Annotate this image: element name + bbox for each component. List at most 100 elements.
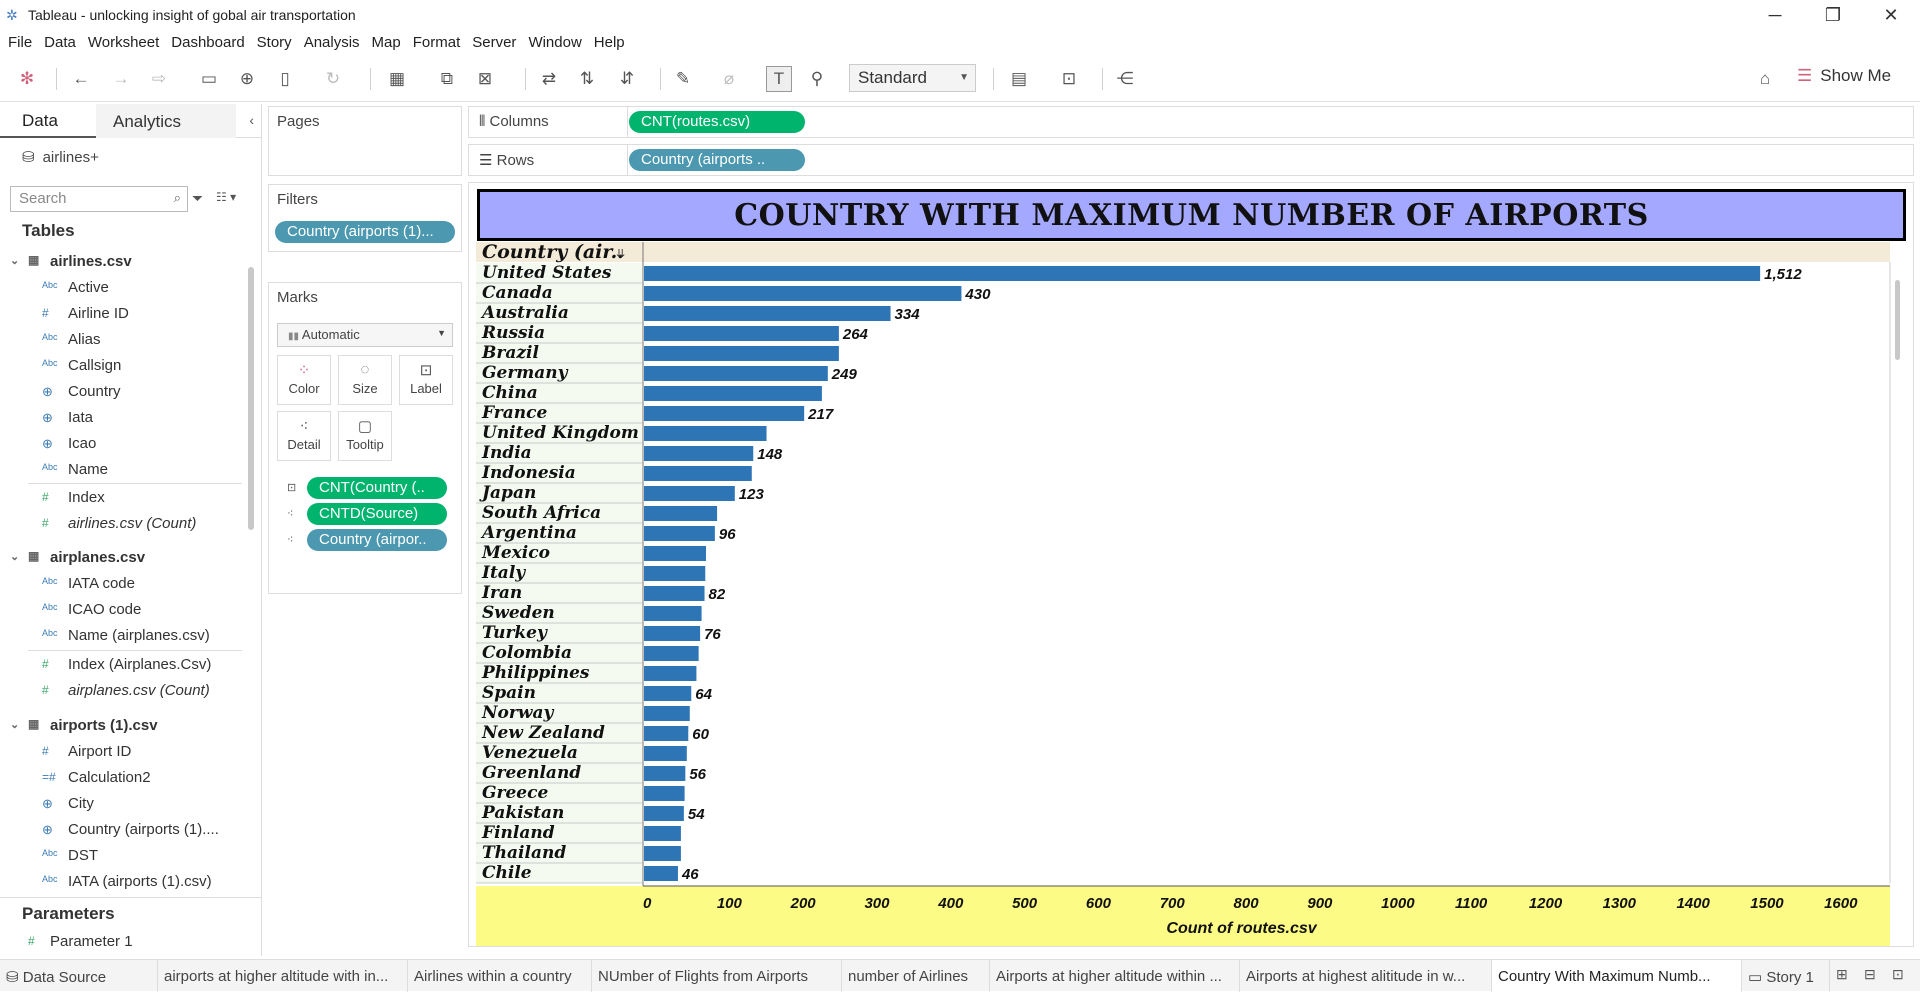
parameter-item[interactable]: # Parameter 1	[28, 933, 133, 950]
detail-button[interactable]: ⁖ Detail	[277, 411, 331, 461]
field-item[interactable]: Abc Active	[42, 279, 109, 296]
show-mark-labels-icon[interactable]: T	[766, 66, 792, 92]
redo-icon[interactable]: →	[112, 69, 130, 88]
field-item[interactable]: Abc Name	[42, 461, 109, 478]
color-button[interactable]: ⁘ Color	[277, 355, 331, 405]
filter-pill[interactable]: Country (airports (1)...	[275, 221, 455, 243]
pause-updates-icon[interactable]: ▯	[280, 69, 290, 88]
field-item[interactable]: Abc ICAO code	[42, 601, 142, 618]
tab-sheet[interactable]: Airports at highest alititude in w...	[1240, 960, 1492, 992]
field-item[interactable]: # Airline ID	[42, 305, 129, 322]
presentation-mode-icon[interactable]: ⊡	[1061, 69, 1077, 88]
highlight-icon[interactable]: ✎	[675, 69, 691, 88]
table-airplanes[interactable]: ⌄ ▦ airplanes.csv	[10, 549, 146, 566]
show-cards-icon[interactable]: ▤	[1010, 69, 1028, 88]
mark-pill-detail[interactable]: CNTD(Source)	[307, 503, 447, 525]
tooltip-button[interactable]: ▢ Tooltip	[338, 411, 392, 461]
tab-sheet[interactable]: number of Airlines	[842, 960, 990, 992]
field-item[interactable]: Abc DST	[42, 847, 98, 864]
replay-icon[interactable]: ⇨	[151, 69, 167, 88]
close-button[interactable]: ✕	[1883, 4, 1899, 25]
mark-pill-label[interactable]: CNT(Country (..	[307, 477, 447, 499]
save-icon[interactable]: ▭	[200, 69, 218, 88]
tab-sheet[interactable]: airports at higher altitude with in...	[158, 960, 408, 992]
undo-icon[interactable]: ←	[72, 69, 90, 88]
mark-type-select[interactable]: ▮▮ Automatic ▼	[277, 323, 453, 347]
menu-help[interactable]: Help	[593, 33, 625, 51]
menu-file[interactable]: File	[8, 33, 33, 51]
tableau-home-icon[interactable]: ✻	[19, 69, 35, 88]
tab-sheet[interactable]: Airports at higher altitude within ...	[990, 960, 1240, 992]
menu-dashboard[interactable]: Dashboard	[171, 33, 245, 51]
new-story-icon[interactable]: ⊡	[1892, 966, 1904, 982]
field-item[interactable]: # airlines.csv (Count)	[42, 515, 197, 532]
filters-card[interactable]: Filters Country (airports (1)...	[268, 184, 462, 252]
field-item[interactable]: ⊕ Iata	[42, 409, 94, 426]
field-item[interactable]: Abc IATA (airports (1).csv)	[42, 873, 212, 890]
field-item[interactable]: ⊕ City	[42, 795, 94, 812]
viz-scrollbar[interactable]	[1895, 280, 1900, 360]
menu-data[interactable]: Data	[44, 33, 76, 51]
share-icon[interactable]: ⋲	[1116, 69, 1134, 88]
menu-analysis[interactable]: Analysis	[303, 33, 360, 51]
menu-server[interactable]: Server	[472, 33, 517, 51]
tab-sheet[interactable]: Airlines within a country	[408, 960, 592, 992]
field-item[interactable]: ⊕ Country	[42, 383, 121, 400]
field-item[interactable]: # airplanes.csv (Count)	[42, 682, 210, 699]
menu-map[interactable]: Map	[371, 33, 401, 51]
fix-axes-icon[interactable]: ⚲	[810, 69, 824, 88]
format-painter-icon[interactable]: ⌂	[1759, 69, 1771, 88]
new-dashboard-icon[interactable]: ⊟	[1864, 966, 1876, 982]
field-item[interactable]: # Index	[42, 489, 105, 506]
menu-story[interactable]: Story	[256, 33, 292, 51]
size-button[interactable]: ◌ Size	[338, 355, 392, 405]
swap-rows-columns-icon[interactable]: ⇄	[541, 69, 557, 88]
restore-button[interactable]: ❐	[1824, 4, 1842, 25]
tab-analytics[interactable]: Analytics	[96, 104, 236, 138]
tab-sheet[interactable]: NUmber of Flights from Airports	[592, 960, 842, 992]
label-button[interactable]: ⊡ Label	[399, 355, 453, 405]
tab-sheet-active[interactable]: Country With Maximum Numb...	[1492, 960, 1742, 992]
datasource-item[interactable]: ⛁ airlines+	[22, 148, 99, 167]
table-airlines[interactable]: ⌄ ▦ airlines.csv	[10, 253, 132, 270]
field-item[interactable]: ⊕ Country (airports (1)....	[42, 821, 219, 838]
rows-pill[interactable]: Country (airports ..	[629, 149, 805, 171]
new-worksheet-icon[interactable]: ▦	[388, 69, 406, 88]
menu-window[interactable]: Window	[528, 33, 582, 51]
field-item[interactable]: Abc Name (airplanes.csv)	[42, 627, 210, 644]
new-datasource-icon[interactable]: ⊕	[239, 69, 255, 88]
tab-story[interactable]: ▭ Story 1	[1742, 960, 1830, 992]
filter-fields-icon[interactable]: ⏷	[192, 190, 204, 206]
minimize-button[interactable]: ─	[1768, 4, 1782, 25]
collapse-pane-icon[interactable]: ‹	[249, 112, 254, 128]
menu-worksheet[interactable]: Worksheet	[87, 33, 160, 51]
tab-data-source[interactable]: ⛁ Data Source	[0, 960, 158, 992]
field-item[interactable]: # Index (Airplanes.Csv)	[42, 656, 212, 673]
field-item[interactable]: # Airport ID	[42, 743, 132, 760]
field-item[interactable]: ⊕ Icao	[42, 435, 97, 452]
show-me-button[interactable]: ☰ Show Me	[1797, 66, 1891, 86]
sort-descending-icon[interactable]: ⇵	[619, 69, 635, 88]
columns-pill[interactable]: CNT(routes.csv)	[629, 111, 805, 133]
view-options-icon[interactable]: ☷ ▾	[216, 190, 237, 204]
menu-format[interactable]: Format	[412, 33, 461, 51]
columns-shelf[interactable]: ⫴ Columns CNT(routes.csv)	[468, 106, 1914, 138]
group-members-icon[interactable]: ⌀	[723, 69, 735, 88]
tab-data[interactable]: Data	[0, 104, 96, 138]
sort-ascending-icon[interactable]: ⇅	[579, 69, 595, 88]
refresh-icon[interactable]: ↻	[325, 69, 341, 88]
mark-pill-country[interactable]: Country (airpor..	[307, 529, 447, 551]
rows-shelf[interactable]: ☰ Rows Country (airports ..	[468, 144, 1914, 176]
new-worksheet-icon[interactable]: ⊞	[1836, 966, 1848, 982]
field-item[interactable]: Abc IATA code	[42, 575, 135, 592]
duplicate-sheet-icon[interactable]: ⧉	[440, 69, 454, 88]
data-pane-scrollbar[interactable]	[248, 267, 254, 530]
search-input[interactable]: Search ⌕	[10, 186, 188, 212]
table-airports[interactable]: ⌄ ▦ airports (1).csv	[10, 717, 158, 734]
clear-sheet-icon[interactable]: ⊠	[477, 69, 493, 88]
pages-card[interactable]: Pages	[268, 106, 462, 176]
field-item[interactable]: =# Calculation2	[42, 769, 151, 786]
fit-select[interactable]: Standard ▼	[849, 64, 976, 92]
field-item[interactable]: Abc Callsign	[42, 357, 122, 374]
field-item[interactable]: Abc Alias	[42, 331, 101, 348]
